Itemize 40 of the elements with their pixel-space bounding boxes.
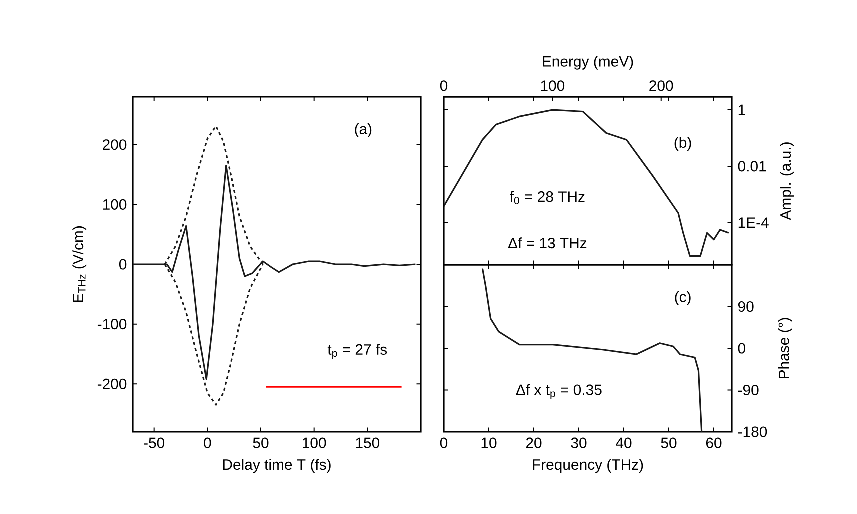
y-axis-title: Ampl. (a.u.) bbox=[780, 142, 794, 220]
x2-tick-label: 200 bbox=[650, 80, 674, 92]
y-tick-label: 0 bbox=[119, 259, 127, 270]
x-tick-label: 30 bbox=[571, 438, 587, 448]
annotation: f$_{0}$ = 28 THz bbox=[510, 191, 585, 204]
x-tick-label: 50 bbox=[253, 438, 269, 448]
x-axis-title: Frequency (THz) bbox=[533, 459, 644, 474]
y-tick-label: 1E-4 bbox=[738, 218, 769, 228]
x-tick-label: 10 bbox=[482, 438, 497, 448]
annotation: Δf x t$_{p}$ = 0.35 bbox=[516, 384, 602, 400]
y-tick-label: -100 bbox=[98, 319, 127, 330]
x-axis-title: Delay time T (fs) bbox=[223, 459, 331, 474]
x-tick-label: 0 bbox=[440, 438, 448, 448]
annotation: (a) bbox=[355, 124, 372, 138]
x-tick-label: 20 bbox=[526, 438, 542, 448]
y-tick-label: -180 bbox=[738, 426, 768, 438]
x-tick-label: 0 bbox=[204, 438, 212, 448]
x2-axis-title: Energy (meV) bbox=[543, 56, 634, 70]
x-tick-label: -50 bbox=[144, 438, 165, 448]
x2-tick-label: 100 bbox=[541, 80, 565, 92]
x2-tick-label: 0 bbox=[440, 80, 448, 92]
x-tick-label: 40 bbox=[616, 438, 632, 448]
y-tick-label: 100 bbox=[103, 199, 127, 210]
x-tick-label: 150 bbox=[356, 438, 380, 448]
y-tick-label: -200 bbox=[98, 378, 127, 390]
x-tick-label: 50 bbox=[661, 438, 677, 448]
y-tick-label: -90 bbox=[738, 384, 759, 396]
y-axis-title: E$_{THz}$ (V/cm) bbox=[72, 226, 87, 302]
annotation: Δf = 13 THz bbox=[508, 238, 587, 249]
annotation: t$_{p}$ = 27 fs bbox=[328, 344, 388, 360]
annotation: (b) bbox=[674, 137, 692, 151]
y-tick-label: 0.01 bbox=[738, 161, 766, 172]
annotation: (c) bbox=[675, 291, 691, 306]
y-tick-label: 0 bbox=[738, 343, 746, 354]
y-tick-label: 200 bbox=[103, 140, 127, 150]
x-tick-label: 60 bbox=[706, 438, 722, 448]
y-tick-label: 90 bbox=[738, 301, 754, 312]
x-tick-label: 100 bbox=[303, 438, 326, 448]
y-axis-title: Phase (°) bbox=[778, 318, 792, 379]
y-tick-label: 1 bbox=[738, 104, 746, 116]
